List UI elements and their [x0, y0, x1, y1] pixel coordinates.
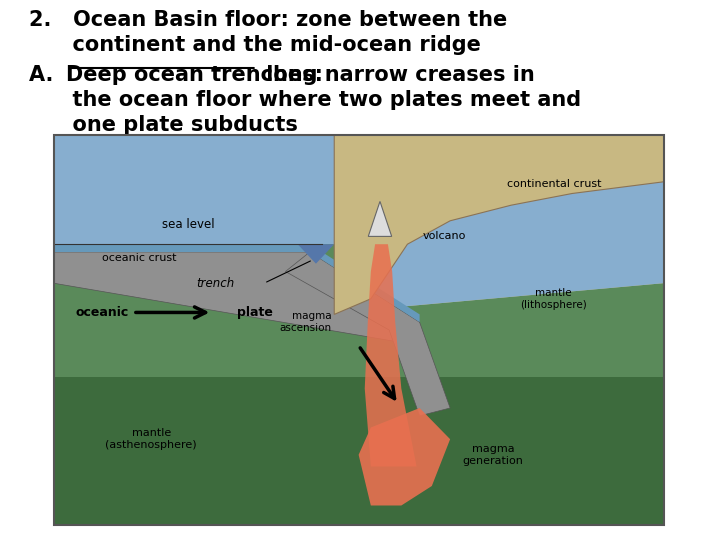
Polygon shape	[368, 201, 392, 237]
Text: sea level: sea level	[161, 218, 214, 231]
Text: mantle
(asthenosphere): mantle (asthenosphere)	[105, 428, 197, 450]
Polygon shape	[54, 252, 420, 346]
Polygon shape	[365, 244, 417, 467]
Polygon shape	[54, 377, 664, 525]
Text: Deep ocean trenches:: Deep ocean trenches:	[66, 65, 323, 85]
Text: volcano: volcano	[423, 232, 466, 241]
Polygon shape	[54, 135, 664, 310]
Polygon shape	[285, 252, 450, 416]
Polygon shape	[54, 244, 420, 322]
Text: one plate subducts: one plate subducts	[30, 115, 298, 135]
Text: oceanic crust: oceanic crust	[102, 253, 176, 263]
Polygon shape	[54, 244, 664, 377]
Text: magma
ascension: magma ascension	[279, 312, 331, 333]
Polygon shape	[54, 135, 322, 244]
Text: continental crust: continental crust	[507, 179, 601, 189]
Text: mantle
(lithosphere): mantle (lithosphere)	[521, 288, 588, 309]
Text: long narrow creases in: long narrow creases in	[258, 65, 534, 85]
Text: continent and the mid-ocean ridge: continent and the mid-ocean ridge	[30, 35, 481, 55]
Polygon shape	[297, 244, 334, 264]
Text: magma
generation: magma generation	[462, 444, 523, 465]
Text: plate: plate	[237, 306, 273, 319]
Bar	[54, 135, 664, 525]
Polygon shape	[359, 408, 450, 505]
Polygon shape	[334, 135, 664, 314]
Text: oceanic: oceanic	[76, 306, 129, 319]
Text: trench: trench	[196, 276, 235, 289]
Polygon shape	[359, 135, 664, 310]
Text: the ocean floor where two plates meet and: the ocean floor where two plates meet an…	[30, 90, 582, 110]
Text: 2.   Ocean Basin floor: zone between the: 2. Ocean Basin floor: zone between the	[30, 10, 508, 30]
Text: A.: A.	[30, 65, 68, 85]
